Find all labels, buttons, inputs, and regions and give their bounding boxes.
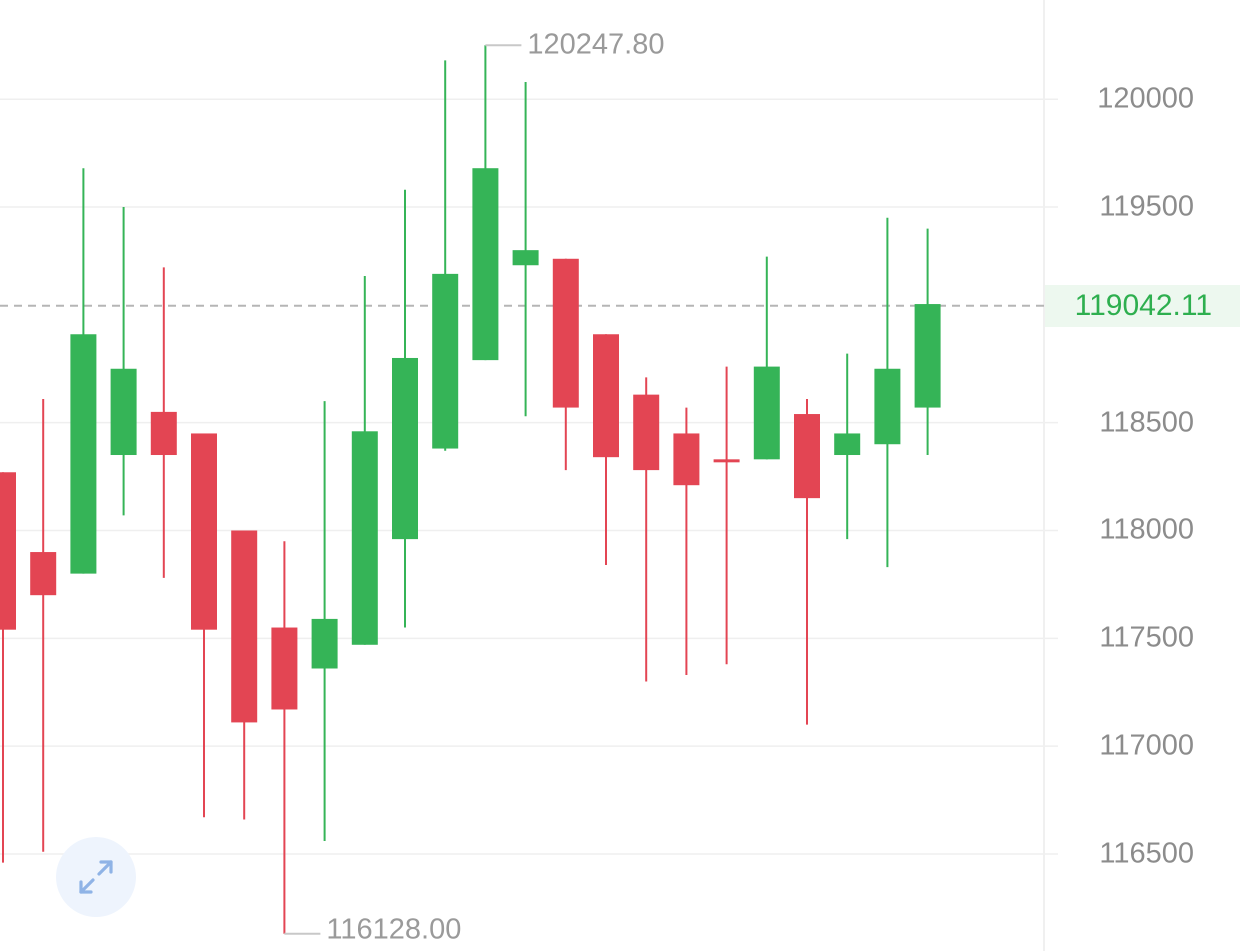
candle-body — [593, 334, 619, 458]
candle — [753, 256, 780, 460]
candle — [794, 398, 820, 725]
candle — [512, 81, 539, 417]
candle-body — [231, 530, 258, 723]
candle-body — [713, 459, 740, 463]
candle-body — [271, 627, 298, 710]
candle — [874, 217, 901, 568]
candle — [70, 168, 97, 574]
y-tick-label: 117000 — [1099, 729, 1194, 762]
candle — [593, 334, 619, 565]
y-tick-label: 118000 — [1099, 513, 1194, 546]
candle — [311, 401, 338, 842]
candle-body — [472, 168, 499, 361]
candle-body — [914, 304, 941, 408]
candle-body — [753, 366, 780, 460]
candle — [834, 353, 861, 540]
candle — [633, 377, 660, 682]
candle — [673, 407, 700, 675]
current-price-badge: 119042.11 — [1045, 284, 1240, 327]
high-price-label: 120247.80 — [527, 28, 665, 61]
candle-body — [432, 273, 459, 449]
grid-lines — [0, 98, 1058, 855]
candle — [351, 276, 378, 645]
candle-body — [834, 433, 861, 456]
expand-arrows-icon — [79, 860, 113, 894]
candle — [110, 207, 137, 516]
candle — [392, 189, 418, 628]
y-tick-label: 118500 — [1099, 406, 1194, 439]
candle — [150, 267, 177, 578]
candle-body — [552, 258, 579, 408]
candle-body — [673, 433, 700, 486]
y-tick-label: 116500 — [1099, 837, 1194, 870]
y-tick-label: 120000 — [1097, 82, 1194, 115]
candle-body — [150, 411, 177, 456]
y-tick-label: 119500 — [1099, 190, 1194, 223]
candle-body — [351, 431, 378, 645]
candle — [432, 60, 459, 451]
candle — [0, 472, 16, 863]
candle — [472, 45, 499, 361]
candle — [552, 258, 579, 471]
candle-body — [633, 394, 660, 471]
candle — [191, 433, 217, 818]
y-tick-label: 117500 — [1099, 621, 1194, 654]
candle-body — [794, 414, 820, 499]
candle — [30, 398, 57, 852]
candle — [231, 530, 258, 820]
low-price-label: 116128.00 — [326, 913, 462, 946]
candle-body — [311, 618, 338, 669]
candle-body — [30, 552, 57, 596]
candle-body — [0, 472, 16, 630]
candle-body — [392, 357, 418, 540]
expand-button[interactable] — [56, 837, 136, 917]
candle — [713, 366, 740, 665]
candle-body — [110, 368, 137, 456]
candles — [0, 45, 941, 934]
current-price-value: 119042.11 — [1074, 288, 1212, 322]
candle-body — [191, 433, 217, 630]
candle-body — [512, 250, 539, 266]
candle — [271, 541, 298, 934]
candle — [914, 228, 941, 456]
candle-body — [70, 334, 97, 574]
candle-body — [874, 368, 901, 445]
